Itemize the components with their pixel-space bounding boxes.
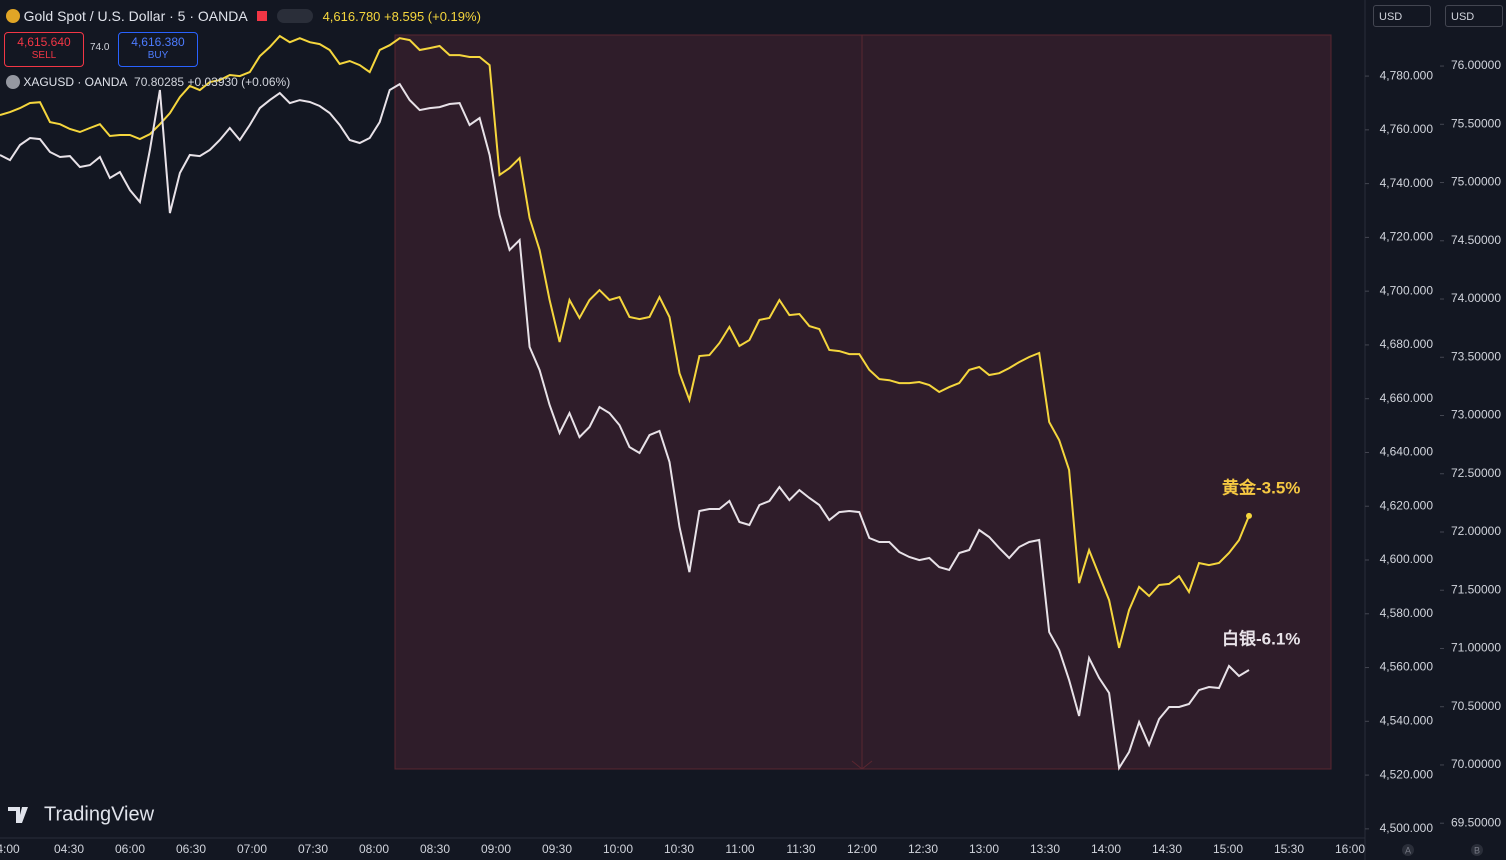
y-tick-label: 4,740.000 — [1380, 176, 1434, 190]
scale-label[interactable]: A — [1405, 845, 1411, 855]
x-tick-label: 09:30 — [542, 842, 572, 856]
x-tick-label: 04:30 — [54, 842, 84, 856]
x-tick-label: 13:30 — [1030, 842, 1060, 856]
x-tick-label: 11:30 — [786, 842, 815, 856]
x-tick-label: 14:00 — [1091, 842, 1121, 856]
x-tick-label: 15:30 — [1274, 842, 1304, 856]
x-tick-label: 08:30 — [420, 842, 450, 856]
marks — [0, 34, 1252, 771]
x-tick-label: 12:30 — [908, 842, 938, 856]
currency-select[interactable]: USD — [1445, 5, 1503, 27]
annotation: 黄金-3.5% — [1222, 477, 1300, 497]
spread: 74.0 — [90, 42, 110, 53]
y2-tick-label: 73.50000 — [1451, 349, 1501, 363]
y-tick-label: 4,780.000 — [1380, 68, 1434, 82]
series-line — [0, 34, 1250, 649]
x-tick-label: 16:00 — [1335, 842, 1365, 856]
x-tick-label: 06:30 — [176, 842, 206, 856]
status[interactable] — [276, 9, 313, 23]
x-tick-label: 13:00 — [969, 842, 999, 856]
x-tick-label: 4:00 — [0, 842, 20, 856]
y-tick-label: 4,600.000 — [1380, 552, 1434, 566]
annotation: 白银-6.1% — [1222, 628, 1300, 648]
y-tick-label: 4,720.000 — [1380, 230, 1434, 244]
y-tick-label: 4,640.000 — [1380, 445, 1434, 459]
price-change: +8.595 (+0.19%) — [384, 9, 481, 24]
scale-button[interactable] — [1402, 844, 1414, 856]
x-tick-label: 09:00 — [481, 842, 511, 856]
y-tick-label: 4,620.000 — [1380, 498, 1434, 512]
currency-select[interactable]: USD — [1373, 5, 1431, 27]
y-tick-label: 4,660.000 — [1380, 391, 1434, 405]
y-tick-label: 4,500.000 — [1380, 821, 1434, 835]
y-tick-label: 4,760.000 — [1380, 122, 1434, 136]
y-tick-label: 4,560.000 — [1380, 660, 1434, 674]
x-tick-label: 07:00 — [237, 842, 267, 856]
y2-tick-label: 72.00000 — [1451, 524, 1501, 538]
brand: TradingView — [44, 803, 155, 825]
y2-tick-label: 70.50000 — [1451, 699, 1501, 713]
icon — [6, 75, 20, 89]
symbol-title[interactable]: Gold Spot / U.S. Dollar · 5 · OANDA — [23, 8, 248, 24]
x-tick-label: 14:30 — [1152, 842, 1182, 856]
highlight-zone — [394, 34, 1332, 770]
y2-tick-label: 75.50000 — [1451, 116, 1501, 130]
buy-button[interactable]: 4,616.380 BUY — [118, 32, 198, 67]
x-tick-label: 08:00 — [359, 842, 389, 856]
x-tick-label: 10:00 — [603, 842, 633, 856]
x-tick-label: 15:00 — [1213, 842, 1243, 856]
arrow — [851, 760, 873, 770]
x-tick-label: 07:30 — [298, 842, 328, 856]
y2-tick-label: 74.00000 — [1451, 291, 1501, 305]
buy-label[interactable]: BUY — [147, 50, 169, 61]
compare-price: 70.80285 — [134, 75, 185, 89]
y2-tick-label: 74.50000 — [1451, 233, 1501, 247]
flag[interactable] — [257, 11, 268, 21]
y-tick-label: 4,700.000 — [1380, 283, 1434, 297]
x-tick-label: 11:00 — [725, 842, 754, 856]
compare-change: +0.03930 (+0.06%) — [187, 75, 291, 89]
y2-tick-label: 72.50000 — [1451, 466, 1501, 480]
last-price: 4,616.780 — [322, 9, 381, 24]
x-tick-label: 10:30 — [664, 842, 694, 856]
compare-symbol[interactable]: XAGUSD · OANDA — [23, 75, 127, 89]
buy-price[interactable]: 4,616.380 — [131, 35, 185, 49]
y2-tick-label: 75.00000 — [1451, 175, 1501, 189]
y-tick-label: 4,580.000 — [1380, 606, 1434, 620]
y-tick-label: 4,520.000 — [1380, 767, 1434, 781]
brand-logo — [8, 807, 28, 823]
scale-button[interactable] — [1471, 844, 1483, 856]
y2-tick-label: 70.00000 — [1451, 757, 1501, 771]
y2-tick-label: 71.00000 — [1451, 641, 1501, 655]
y-tick-label: 4,680.000 — [1380, 337, 1434, 351]
y2-tick-label: 71.50000 — [1451, 582, 1501, 596]
compare-header: XAGUSD · OANDA 70.80285 +0.03930 (+0.06%… — [6, 75, 290, 89]
sell-button[interactable]: 4,615.640 SELL — [4, 32, 84, 67]
y2-tick-label: 76.00000 — [1451, 58, 1501, 72]
icon — [6, 9, 20, 23]
y2-tick-label: 73.00000 — [1451, 408, 1501, 422]
end-dot — [1246, 512, 1252, 519]
symbol-header: Gold Spot / U.S. Dollar · 5 · OANDA 4,61… — [6, 8, 481, 24]
x-tick-label: 12:00 — [847, 842, 877, 856]
sell-label[interactable]: SELL — [31, 50, 57, 61]
sell-price[interactable]: 4,615.640 — [17, 35, 71, 49]
y-tick-label: 4,540.000 — [1380, 713, 1434, 727]
y2-tick-label: 69.50000 — [1451, 815, 1501, 829]
x-tick-label: 06:00 — [115, 842, 145, 856]
series-line — [0, 82, 1250, 771]
scale-label[interactable]: B — [1474, 845, 1480, 855]
